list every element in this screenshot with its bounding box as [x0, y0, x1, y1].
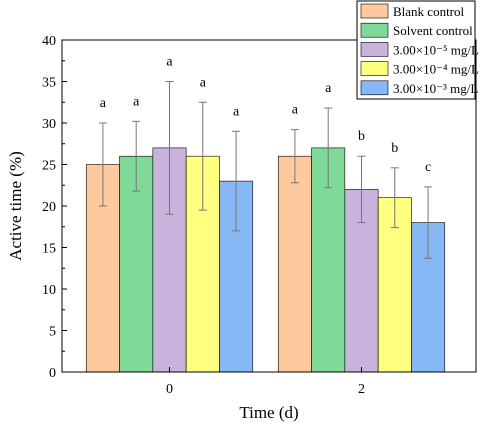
y-axis-title: Active time (%)	[6, 151, 25, 261]
significance-labels-layer: a a a a a b a b a c	[100, 55, 431, 175]
x-axis-title: Time (d)	[239, 403, 298, 422]
significance-label: a	[200, 75, 207, 90]
legend-label: Blank control	[393, 4, 465, 19]
significance-label: a	[133, 94, 140, 109]
significance-label: a	[292, 103, 299, 118]
legend-label: 3.00×10⁻³ mg/L	[393, 81, 478, 96]
legend-label: 3.00×10⁻⁴ mg/L	[393, 62, 479, 77]
y-tick-label: 5	[49, 325, 56, 340]
legend-swatch	[360, 22, 389, 38]
x-tick-label: 0	[166, 382, 173, 397]
significance-label: a	[325, 81, 332, 96]
y-tick-label: 20	[42, 200, 56, 215]
y-tick-label: 30	[42, 117, 56, 132]
significance-label: b	[358, 129, 365, 144]
bar	[119, 155, 154, 373]
y-tick-label: 0	[49, 366, 56, 381]
y-tick-label: 10	[42, 283, 56, 298]
y-axis-ticks: 0 5 10 15 20 25 30 35 40	[42, 34, 67, 381]
y-tick-label: 40	[42, 34, 56, 49]
significance-label: c	[425, 160, 431, 175]
y-tick-label: 25	[42, 159, 56, 174]
significance-label: a	[166, 55, 173, 70]
significance-label: a	[100, 96, 107, 111]
legend-swatch	[360, 42, 389, 57]
legend-label: Solvent control	[393, 23, 473, 38]
bars-layer	[85, 147, 446, 373]
legend-swatch	[360, 61, 389, 76]
legend-swatch	[360, 80, 389, 96]
significance-label: b	[391, 141, 398, 156]
x-tick-label: 2	[358, 382, 365, 397]
y-tick-label: 35	[42, 76, 56, 91]
legend: Blank control Solvent control 3.00×10⁻⁵ mg…	[356, 0, 479, 100]
error-bars-layer	[98, 81, 433, 259]
legend-label: 3.00×10⁻⁵ mg/L	[393, 42, 479, 57]
bar	[277, 155, 312, 373]
legend-swatch	[360, 3, 389, 19]
significance-label: a	[233, 104, 240, 119]
y-tick-label: 15	[42, 242, 56, 257]
